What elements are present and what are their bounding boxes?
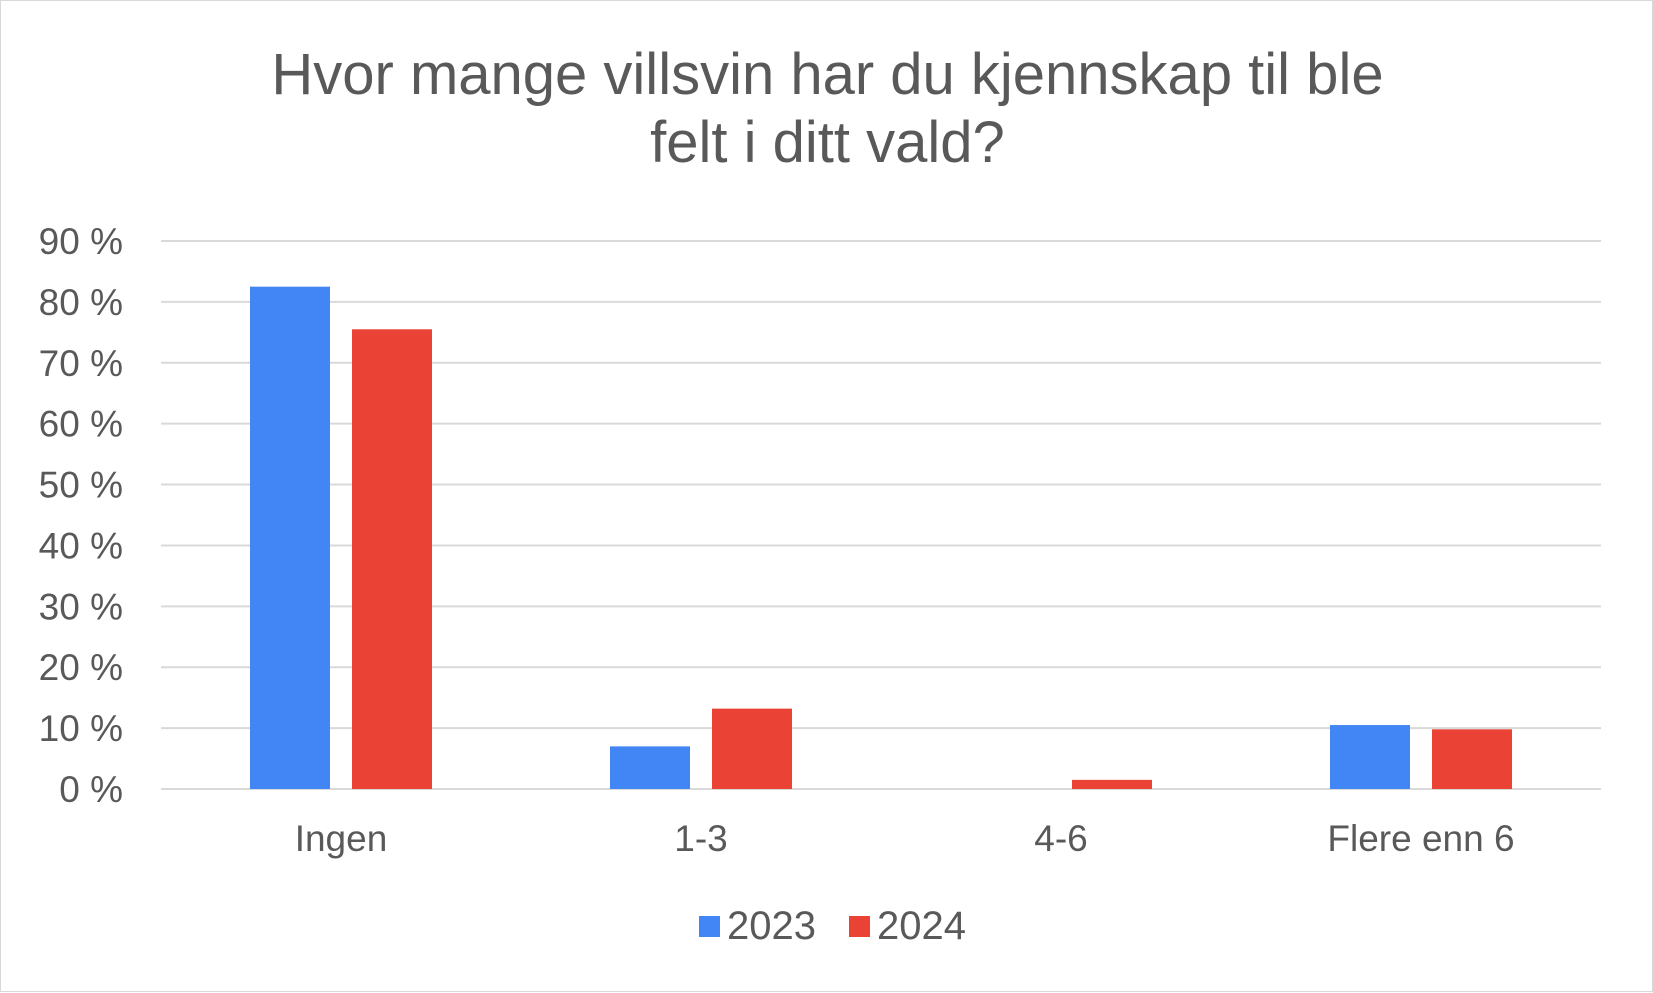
y-tick-label: 30 % [39,586,123,627]
y-tick-label: 20 % [39,647,123,688]
x-category-label: 4-6 [1034,818,1087,859]
legend-swatch-2023 [699,916,720,937]
y-tick-label: 80 % [39,282,123,323]
bar-2023-1-3 [610,746,690,789]
bar-2023-flere-enn-6 [1330,725,1410,789]
y-tick-label: 60 % [39,404,123,445]
legend-label-2024: 2024 [877,904,966,948]
y-axis-tick-labels: 0 % 10 % 20 % 30 % 40 % 50 % 60 % 70 % 80 % 90 % [39,221,123,810]
x-axis-category-labels: Ingen 1-3 4-6 Flere enn 6 [295,818,1515,859]
x-category-label: 1-3 [674,818,727,859]
y-tick-label: 0 % [59,769,123,810]
bar-2024-1-3 [712,708,792,789]
bar-2024-4-6 [1072,779,1152,789]
y-tick-label: 50 % [39,465,123,506]
x-category-label: Ingen [295,818,388,859]
bar-2023-ingen [250,286,330,789]
x-category-label: Flere enn 6 [1327,818,1514,859]
legend-swatch-2024 [849,916,870,937]
y-tick-label: 10 % [39,708,123,749]
chart-title-line-2: felt i ditt vald? [650,110,1005,175]
y-tick-label: 40 % [39,525,123,566]
chart-title-line-1: Hvor mange villsvin har du kjennskap til… [271,42,1384,107]
bar-2024-ingen [352,329,432,789]
legend: 2023 2024 [699,904,966,948]
bars [250,286,1512,789]
legend-label-2023: 2023 [727,904,816,948]
chart-title: Hvor mange villsvin har du kjennskap til… [121,41,1534,177]
y-tick-label: 90 % [39,221,123,262]
bar-2024-flere-enn-6 [1432,729,1512,789]
y-tick-label: 70 % [39,343,123,384]
